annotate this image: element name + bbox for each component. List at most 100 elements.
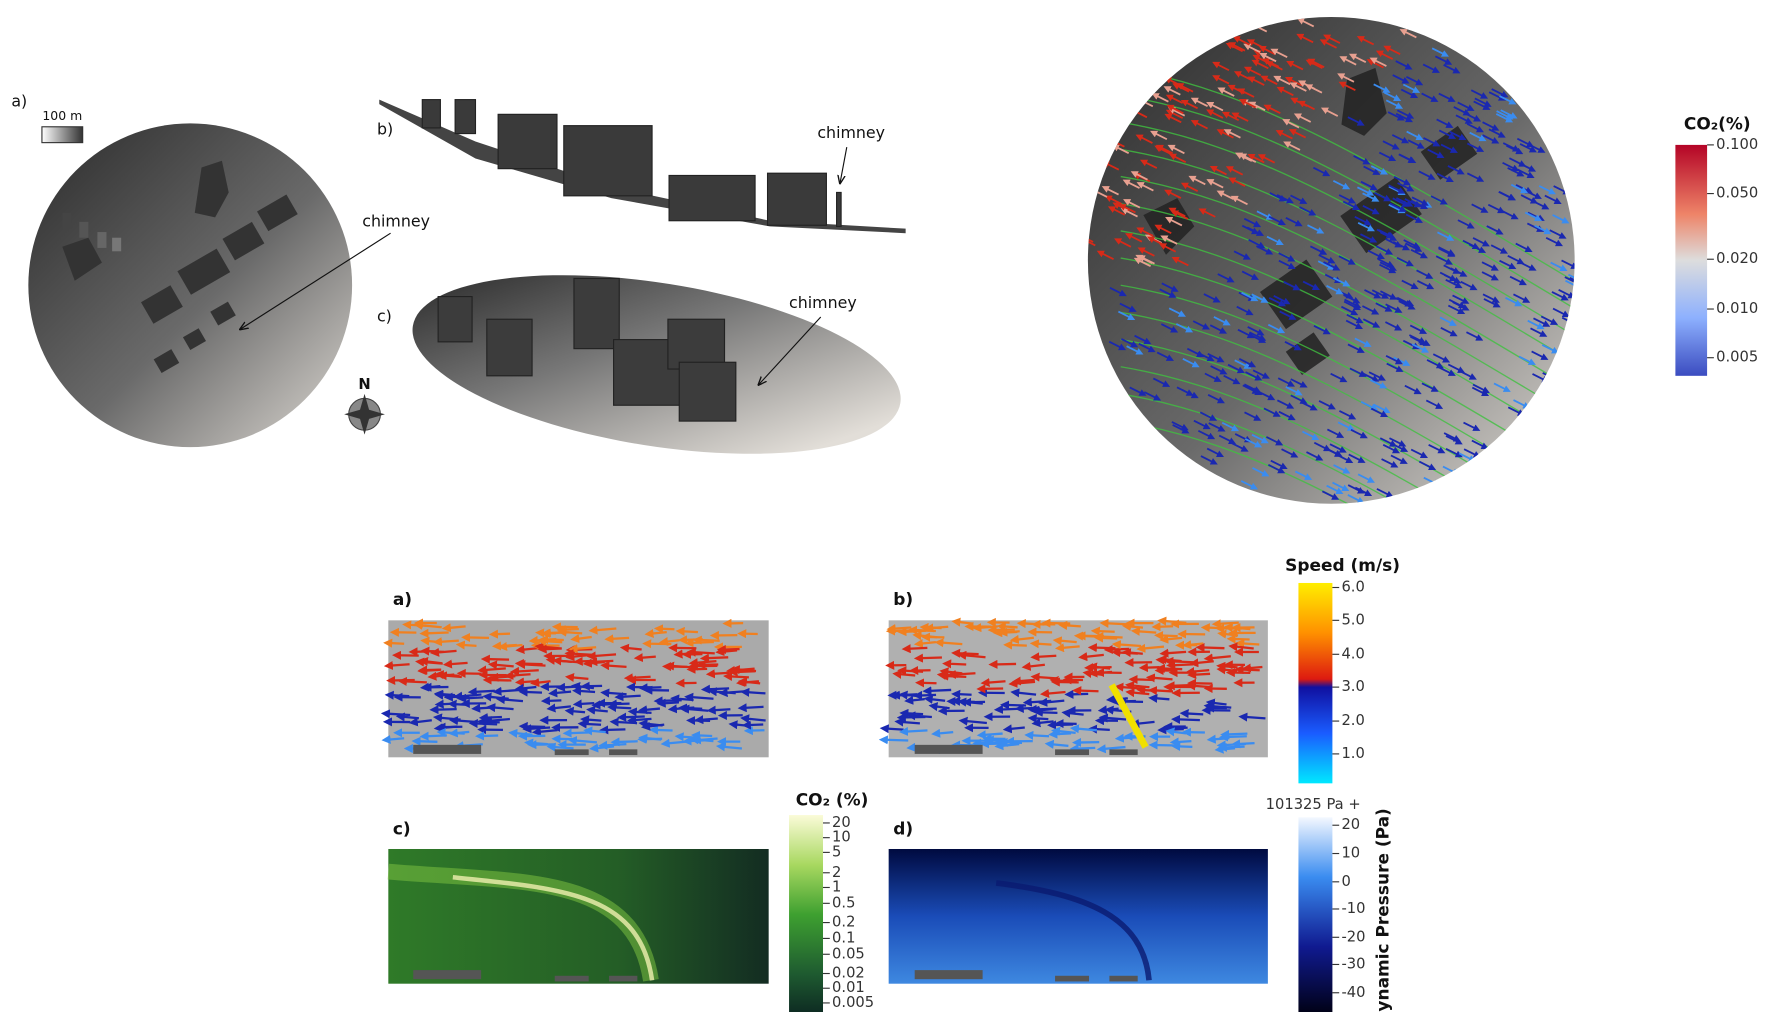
vector-arrow	[605, 665, 627, 666]
vector-arrow	[1211, 738, 1229, 739]
vector-arrow	[569, 711, 585, 712]
vector-arrow	[956, 653, 979, 654]
vector-arrow	[483, 717, 502, 718]
vector-arrow	[447, 663, 467, 665]
vector-arrow	[1222, 747, 1244, 748]
vector-arrow	[902, 670, 923, 671]
vector-arrow	[989, 740, 1007, 742]
vector-arrow	[480, 735, 499, 736]
domain	[889, 849, 1268, 984]
tick-label: -30	[1341, 955, 1365, 972]
tick-label: -20	[1341, 928, 1365, 945]
vector-arrow	[612, 707, 632, 708]
vector-arrow	[680, 631, 698, 632]
vector-arrow	[577, 691, 595, 692]
tick-label: 0	[1341, 873, 1350, 890]
vector-arrow	[1184, 713, 1203, 714]
vector-arrow	[1243, 717, 1266, 719]
vector-arrow	[1221, 669, 1237, 670]
vector-arrow	[416, 741, 437, 742]
vector-arrow	[1133, 679, 1154, 680]
vector-arrow	[496, 645, 516, 646]
vector-arrow	[561, 686, 581, 687]
tick-label: 10	[1341, 845, 1360, 862]
vector-arrow	[386, 738, 404, 740]
vector-arrow	[622, 716, 645, 717]
pointer-arrow	[840, 147, 847, 183]
panel-label: c)	[393, 820, 411, 840]
vector-arrow	[561, 629, 579, 630]
vector-arrow	[658, 629, 674, 630]
vector-arrow	[1099, 638, 1118, 639]
vector-arrow	[453, 732, 469, 734]
panel-label: b)	[377, 120, 393, 139]
tick-label: 2.0	[1341, 712, 1364, 729]
vector-arrow	[1126, 652, 1142, 653]
vector-arrow	[1029, 735, 1049, 736]
vector-arrow	[1191, 686, 1212, 687]
tick-label: 1	[832, 878, 841, 895]
vector-arrow	[745, 692, 766, 693]
vector-arrow	[585, 719, 602, 720]
tick-label: 0.2	[832, 914, 855, 931]
vector-arrow	[628, 677, 650, 678]
vector-arrow	[643, 709, 660, 711]
panel-top-b: b) chimney	[377, 100, 906, 234]
vector-arrow	[425, 651, 444, 652]
colorbar	[1675, 145, 1707, 376]
panel-label: b)	[893, 590, 913, 610]
vector-arrow	[542, 641, 563, 642]
compass-label: N	[358, 376, 370, 393]
vector-arrow	[638, 657, 656, 658]
vector-arrow	[742, 707, 763, 708]
vector-arrow	[1159, 635, 1178, 636]
panel-top-a: a) 100 m chimney N	[11, 91, 430, 447]
vector-arrow	[523, 692, 542, 693]
vector-arrow	[1176, 746, 1193, 747]
vector-arrow	[569, 654, 592, 655]
vector-arrow	[1236, 743, 1255, 744]
vector-arrow	[1035, 677, 1057, 678]
vector-arrow	[542, 648, 561, 649]
panel-bottom-b: b)	[883, 590, 1268, 757]
vector-arrow	[424, 632, 449, 633]
vector-arrow	[1240, 643, 1260, 644]
panel-bottom-d: d)	[889, 820, 1268, 984]
vector-arrow	[523, 726, 545, 727]
vector-arrow	[883, 740, 908, 741]
vector-arrow	[918, 695, 936, 696]
vector-arrow	[658, 700, 682, 701]
vector-arrow	[1005, 705, 1027, 706]
vector-arrow	[1069, 694, 1088, 695]
panel-bottom-a: a)	[385, 590, 768, 757]
colorbar-title: Dynamic Pressure (Pa)	[1373, 808, 1393, 1012]
tick-label: 0.010	[1716, 300, 1758, 317]
tick-label: 20	[1341, 816, 1360, 833]
panel-label: c)	[377, 306, 392, 325]
vector-arrow	[632, 712, 651, 713]
vector-arrow	[1200, 647, 1224, 648]
vector-arrow	[604, 729, 626, 730]
vector-arrow	[647, 644, 672, 645]
vector-arrow	[389, 695, 409, 696]
vector-arrow	[553, 692, 571, 694]
vector-arrow	[1135, 631, 1156, 633]
vector-arrow	[929, 627, 948, 629]
vector-arrow	[1104, 623, 1129, 624]
vector-arrow	[1032, 718, 1048, 719]
vector-arrow	[687, 740, 704, 741]
vector-arrow	[710, 673, 729, 674]
tick-label: 3.0	[1341, 678, 1364, 695]
vector-arrow	[1219, 748, 1235, 749]
vector-arrow	[577, 703, 594, 704]
vector-arrow	[385, 714, 410, 715]
vector-arrow	[1038, 712, 1057, 713]
chimney-label: chimney	[789, 293, 857, 312]
vector-arrow	[721, 649, 739, 650]
vector-arrow	[711, 709, 730, 710]
vector-arrow	[897, 674, 915, 676]
vector-arrow	[391, 680, 415, 681]
vector-arrow	[704, 657, 728, 658]
chimney-label: chimney	[817, 123, 885, 142]
panel-label: d)	[893, 820, 913, 840]
